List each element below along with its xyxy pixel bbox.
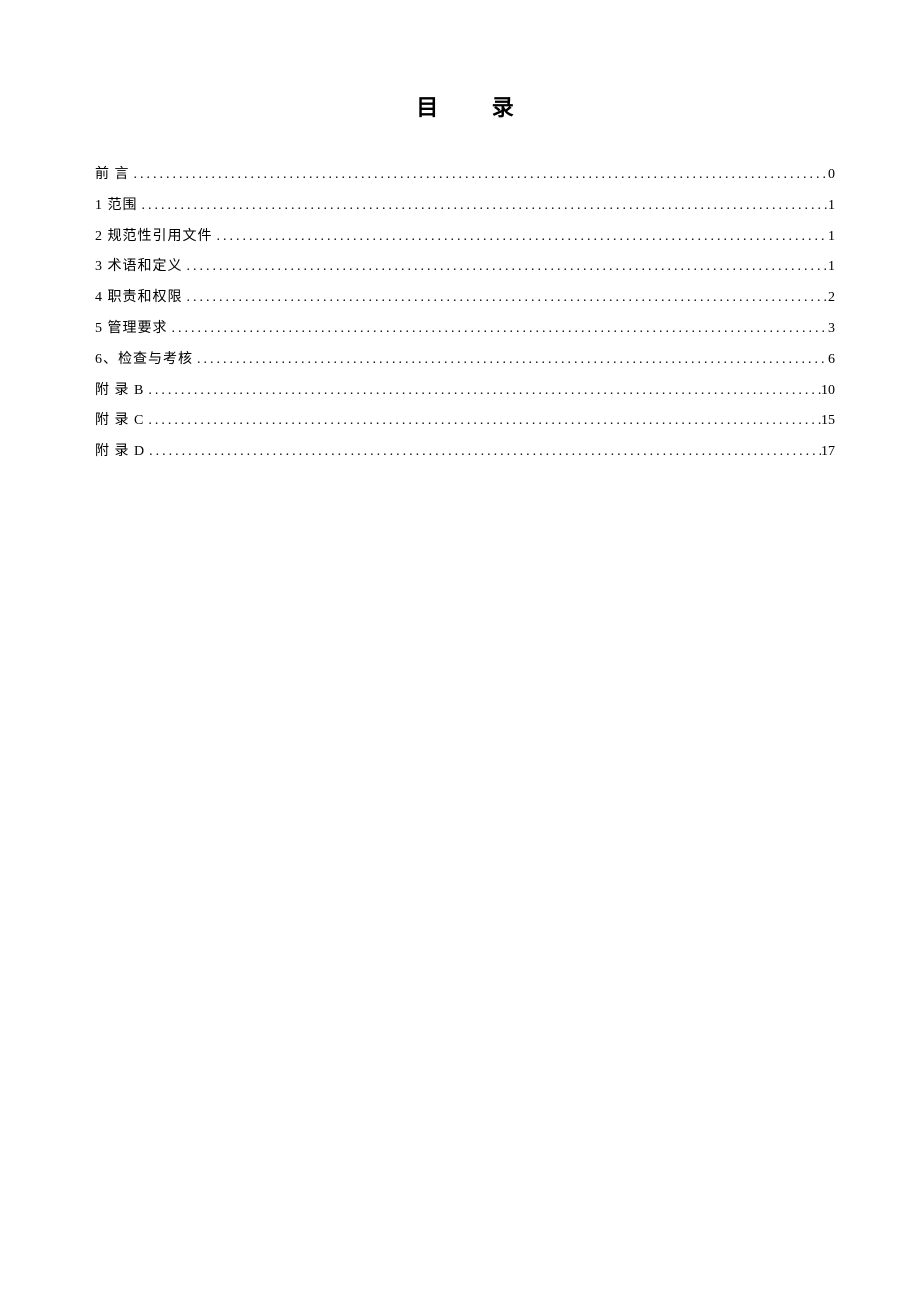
toc-entry: 6、检查与考核 6 bbox=[95, 345, 835, 376]
toc-entry-page: 1 bbox=[828, 252, 835, 283]
toc-entry-page: 6 bbox=[828, 345, 835, 376]
toc-entry: 4 职责和权限 2 bbox=[95, 283, 835, 314]
toc-entry-label: 6、检查与考核 bbox=[95, 345, 193, 376]
toc-entry-label: 3 术语和定义 bbox=[95, 252, 183, 283]
toc-entry: 前 言 0 bbox=[95, 160, 835, 191]
toc-entry-page: 0 bbox=[828, 160, 835, 191]
toc-entry-label: 1 范围 bbox=[95, 191, 138, 222]
toc-entry-page: 3 bbox=[828, 314, 835, 345]
toc-entry-label: 附 录 C bbox=[95, 406, 144, 437]
toc-dots bbox=[168, 314, 829, 345]
toc-entry-page: 1 bbox=[828, 191, 835, 222]
toc-dots bbox=[130, 160, 829, 191]
toc-entry-label: 2 规范性引用文件 bbox=[95, 222, 213, 253]
toc-entry-label: 附 录 B bbox=[95, 376, 144, 407]
toc-dots bbox=[193, 345, 828, 376]
toc-dots bbox=[138, 191, 829, 222]
toc-entry: 5 管理要求 3 bbox=[95, 314, 835, 345]
toc-entry-label: 前 言 bbox=[95, 160, 130, 191]
toc-entry-page: 10 bbox=[821, 376, 835, 407]
toc-entry: 3 术语和定义 1 bbox=[95, 252, 835, 283]
toc-entry: 附 录 D 17 bbox=[95, 437, 835, 468]
toc-entry-page: 1 bbox=[828, 222, 835, 253]
toc-entry: 附 录 C 15 bbox=[95, 406, 835, 437]
toc-dots bbox=[213, 222, 829, 253]
toc-title: 目 录 bbox=[95, 90, 835, 122]
toc-dots bbox=[145, 437, 821, 468]
toc-entry: 2 规范性引用文件 1 bbox=[95, 222, 835, 253]
toc-dots bbox=[144, 406, 821, 437]
toc-entry-label: 附 录 D bbox=[95, 437, 145, 468]
toc-list: 前 言 0 1 范围 1 2 规范性引用文件 1 3 术语和定义 1 4 职责和… bbox=[95, 160, 835, 468]
toc-entry-label: 4 职责和权限 bbox=[95, 283, 183, 314]
toc-entry-page: 2 bbox=[828, 283, 835, 314]
toc-dots bbox=[144, 376, 821, 407]
toc-entry: 附 录 B 10 bbox=[95, 376, 835, 407]
toc-entry: 1 范围 1 bbox=[95, 191, 835, 222]
toc-dots bbox=[183, 283, 829, 314]
toc-dots bbox=[183, 252, 829, 283]
toc-entry-label: 5 管理要求 bbox=[95, 314, 168, 345]
toc-entry-page: 15 bbox=[821, 406, 835, 437]
toc-entry-page: 17 bbox=[821, 437, 835, 468]
